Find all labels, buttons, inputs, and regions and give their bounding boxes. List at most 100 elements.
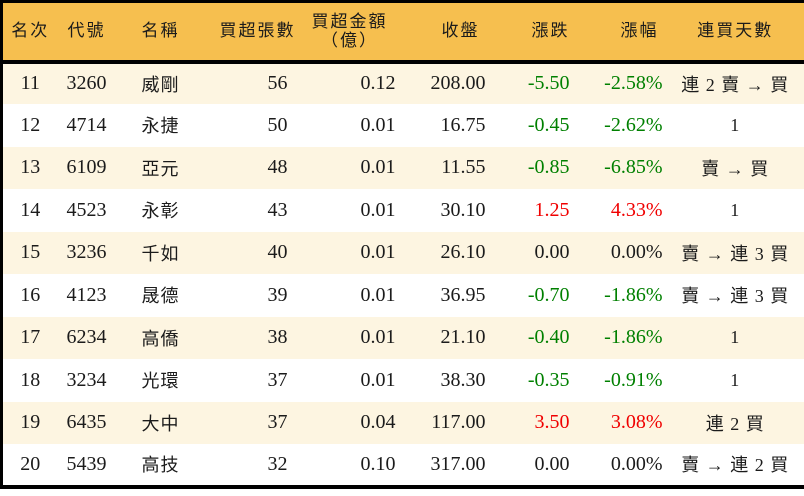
header-close: 收盤 — [401, 1, 492, 64]
cell-close: 26.10 — [440, 241, 486, 264]
cell-rank: 13 — [20, 156, 41, 179]
cell-name: 千如 — [141, 243, 180, 264]
cell-amount: 0.01 — [360, 113, 396, 136]
header-amount: 買超金額 （億） — [301, 1, 402, 64]
cell-change-pct: -6.85% — [604, 156, 663, 179]
cell-change: -5.50 — [527, 72, 570, 95]
cell-close: 16.75 — [440, 113, 486, 136]
cell-change-pct: 0.00% — [610, 241, 663, 264]
cell-name: 永彰 — [141, 201, 180, 222]
cell-code: 6109 — [66, 156, 107, 179]
cell-volume: 40 — [267, 241, 288, 264]
cell-change-pct: -2.62% — [604, 113, 663, 136]
table-row: 17 6234 高僑 38 0.01 21.10 -0.40 -1.86% 1 — [1, 316, 804, 359]
cell-code: 6234 — [66, 326, 107, 349]
cell-name: 亞元 — [141, 158, 180, 179]
cell-streak: 賣 → 連 3 買 — [681, 243, 790, 264]
cell-change-pct: 0.00% — [610, 452, 663, 475]
header-name: 名稱 — [115, 1, 206, 64]
cell-change: 1.25 — [534, 198, 570, 221]
cell-change: 3.50 — [534, 411, 570, 434]
table-row: 16 4123 晟德 39 0.01 36.95 -0.70 -1.86% 賣 … — [1, 274, 804, 317]
table-row: 12 4714 永捷 50 0.01 16.75 -0.45 -2.62% 1 — [1, 104, 804, 147]
cell-close: 30.10 — [440, 198, 486, 221]
cell-change-pct: 3.08% — [610, 411, 663, 434]
cell-streak: 連 2 賣 → 買 — [681, 74, 790, 95]
cell-change: 0.00 — [534, 241, 570, 264]
cell-name: 光環 — [141, 371, 180, 392]
cell-streak: 賣 → 連 2 買 — [681, 455, 790, 476]
cell-change-pct: -2.58% — [604, 72, 663, 95]
cell-volume: 37 — [267, 411, 288, 434]
cell-amount: 0.01 — [360, 283, 396, 306]
cell-name: 高技 — [141, 455, 180, 476]
cell-name: 晟德 — [141, 286, 180, 307]
header-change: 漲跌 — [491, 1, 577, 64]
cell-amount: 0.01 — [360, 326, 396, 349]
header-amount-line1: 買超金額 — [311, 11, 388, 31]
cell-change: -0.70 — [527, 283, 570, 306]
cell-code: 3236 — [66, 241, 107, 264]
cell-name: 威剛 — [141, 74, 180, 95]
cell-change-pct: -1.86% — [604, 283, 663, 306]
cell-volume: 38 — [267, 326, 288, 349]
cell-change: 0.00 — [534, 452, 570, 475]
cell-change: -0.45 — [527, 113, 570, 136]
cell-volume: 48 — [267, 156, 288, 179]
cell-change-pct: -0.91% — [604, 368, 663, 391]
cell-volume: 50 — [267, 113, 288, 136]
cell-volume: 56 — [267, 72, 288, 95]
cell-rank: 14 — [20, 198, 41, 221]
cell-amount: 0.10 — [360, 452, 396, 475]
cell-change: -0.40 — [527, 326, 570, 349]
table-row: 15 3236 千如 40 0.01 26.10 0.00 0.00% 賣 → … — [1, 231, 804, 274]
table-header: 名次 代號 名稱 買超張數 買超金額 （億） 收盤 漲跌 漲幅 連買天數 — [1, 1, 804, 64]
cell-amount: 0.01 — [360, 368, 396, 391]
cell-streak: 賣 → 買 — [701, 158, 770, 179]
cell-name: 大中 — [141, 413, 180, 434]
cell-close: 36.95 — [440, 283, 486, 306]
cell-volume: 43 — [267, 198, 288, 221]
cell-streak: 賣 → 連 3 買 — [681, 286, 790, 307]
cell-rank: 19 — [20, 411, 41, 434]
header-amount-line2: （億） — [321, 31, 378, 51]
cell-amount: 0.01 — [360, 156, 396, 179]
cell-change: -0.35 — [527, 368, 570, 391]
table-row: 11 3260 威剛 56 0.12 208.00 -5.50 -2.58% 連… — [1, 61, 804, 104]
table-row: 20 5439 高技 32 0.10 317.00 0.00 0.00% 賣 →… — [1, 444, 804, 487]
cell-code: 4123 — [66, 283, 107, 306]
cell-change: -0.85 — [527, 156, 570, 179]
cell-volume: 32 — [267, 452, 288, 475]
table-body: 11 3260 威剛 56 0.12 208.00 -5.50 -2.58% 連… — [1, 61, 804, 487]
cell-close: 317.00 — [430, 452, 486, 475]
cell-code: 4714 — [66, 113, 107, 136]
header-streak: 連買天數 — [666, 1, 804, 64]
table-row: 13 6109 亞元 48 0.01 11.55 -0.85 -6.85% 賣 … — [1, 146, 804, 189]
table-row: 18 3234 光環 37 0.01 38.30 -0.35 -0.91% 1 — [1, 359, 804, 402]
cell-amount: 0.01 — [360, 198, 396, 221]
cell-rank: 15 — [20, 241, 41, 264]
cell-close: 11.55 — [441, 156, 486, 179]
cell-code: 3234 — [66, 368, 107, 391]
cell-amount: 0.04 — [360, 411, 396, 434]
cell-streak: 1 — [730, 369, 741, 390]
cell-rank: 18 — [20, 368, 41, 391]
cell-code: 5439 — [66, 452, 107, 475]
cell-amount: 0.01 — [360, 241, 396, 264]
cell-amount: 0.12 — [360, 72, 396, 95]
cell-close: 38.30 — [440, 368, 486, 391]
cell-rank: 11 — [20, 72, 40, 95]
table-row: 14 4523 永彰 43 0.01 30.10 1.25 4.33% 1 — [1, 189, 804, 232]
cell-close: 21.10 — [440, 326, 486, 349]
cell-streak: 1 — [730, 114, 741, 135]
cell-close: 208.00 — [430, 72, 486, 95]
header-code: 代號 — [57, 1, 116, 64]
cell-streak: 1 — [730, 327, 741, 348]
cell-rank: 16 — [20, 283, 41, 306]
header-rank: 名次 — [1, 1, 58, 64]
cell-rank: 17 — [20, 326, 41, 349]
header-volume: 買超張數 — [205, 1, 302, 64]
cell-volume: 39 — [267, 283, 288, 306]
cell-code: 4523 — [66, 198, 107, 221]
